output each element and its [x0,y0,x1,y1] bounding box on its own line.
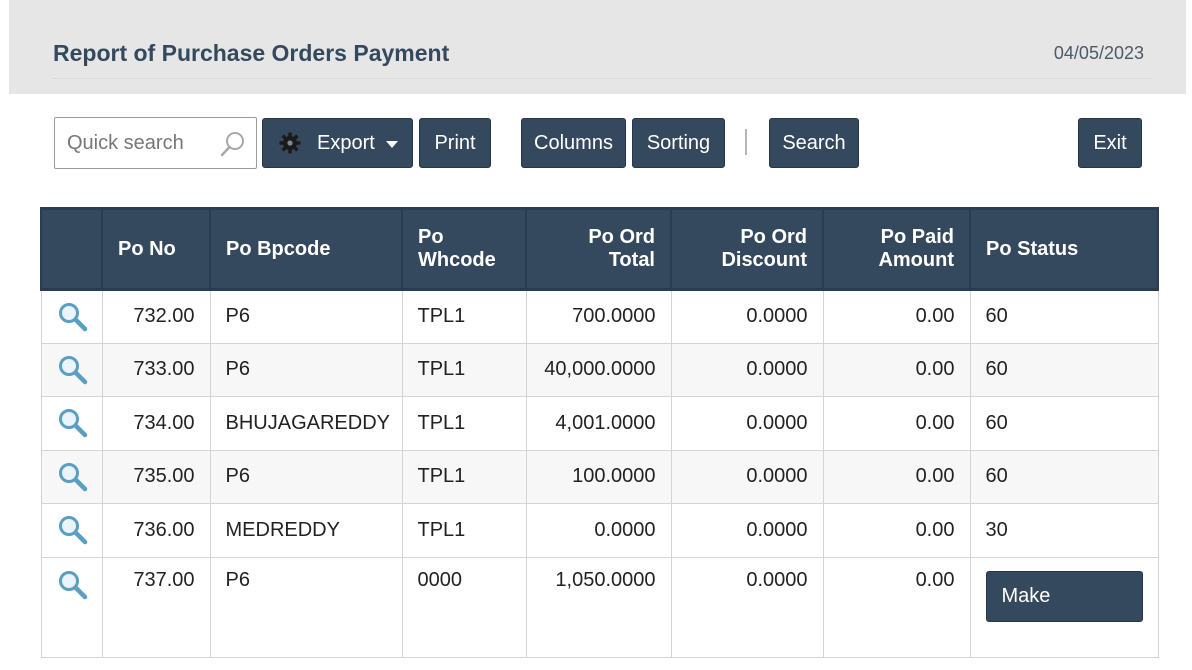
po-paid-amount-cell: 0.00 [822,556,971,658]
header-divider [53,78,1152,79]
column-header-po-paid-amount[interactable]: Po Paid Amount [822,207,971,291]
toolbar-separator [745,129,747,155]
table-row: 737.00 P6 0000 1,050.0000 0.0000 0.00 Ma… [40,556,1159,658]
row-view-cell [40,556,103,658]
po-ord-discount-cell: 0.0000 [670,342,824,397]
po-ord-discount-cell: 0.0000 [670,289,824,344]
po-ord-total-cell: 100.0000 [525,449,672,504]
export-button[interactable]: Export [262,118,413,168]
po-whcode-cell: TPL1 [401,503,527,558]
table-row: 736.00 MEDREDDY TPL1 0.0000 0.0000 0.00 … [40,503,1159,558]
po-bpcode-cell: P6 [209,289,403,344]
toolbar: Export Print Columns Sorting Search Exit [0,117,1192,169]
po-bpcode-cell: P6 [209,449,403,504]
column-header-po-ord-discount[interactable]: Po Ord Discount [670,207,824,291]
po-paid-amount-cell: 0.00 [822,449,971,504]
po-no-cell: 732.00 [101,289,211,344]
gear-icon [279,132,301,154]
search-button[interactable]: Search [769,118,859,168]
row-view-cell [40,503,103,558]
po-ord-discount-cell: 0.0000 [670,396,824,451]
po-status-cell: Make Payment [969,556,1159,658]
po-status-cell: 60 [969,449,1159,504]
po-no-cell: 735.00 [101,449,211,504]
export-label: Export [317,131,375,154]
po-ord-discount-cell: 0.0000 [670,556,824,658]
po-whcode-cell: 0000 [401,556,527,658]
po-whcode-header-text: Po Whcode [418,226,496,271]
table-row: 732.00 P6 TPL1 700.0000 0.0000 0.00 60 [40,289,1159,344]
columns-button[interactable]: Columns [521,118,626,168]
column-header-po-status[interactable]: Po Status [969,207,1159,291]
po-status-cell: 30 [969,503,1159,558]
row-view-cell [40,449,103,504]
po-status-cell: 60 [969,289,1159,344]
po-ord-discount-cell: 0.0000 [670,449,824,504]
page-title: Report of Purchase Orders Payment [53,40,450,66]
print-button[interactable]: Print [419,118,491,168]
magnifier-icon[interactable] [220,130,246,158]
table-header-row: Po No Po Bpcode Po Whcode Po Ord Total P… [40,207,1159,291]
po-ord-total-cell: 40,000.0000 [525,342,672,397]
po-bpcode-cell: BHUJAGAREDDY [209,396,403,451]
page-header: Report of Purchase Orders Payment 04/05/… [9,0,1186,94]
po-status-cell: 60 [969,396,1159,451]
po-ord-total-header-text: Po Ord Total [588,226,655,271]
table-row: 733.00 P6 TPL1 40,000.0000 0.0000 0.00 6… [40,342,1159,397]
po-ord-total-cell: 1,050.0000 [525,556,672,658]
zoom-icon[interactable] [57,569,89,601]
table-body: 732.00 P6 TPL1 700.0000 0.0000 0.00 60 7… [40,289,1159,658]
po-no-cell: 733.00 [101,342,211,397]
row-view-cell [40,289,103,344]
purchase-orders-table: Po No Po Bpcode Po Whcode Po Ord Total P… [40,207,1159,658]
zoom-icon[interactable] [57,461,89,493]
sorting-button[interactable]: Sorting [632,118,725,168]
zoom-icon[interactable] [57,514,89,546]
po-status-cell: 60 [969,342,1159,397]
po-whcode-cell: TPL1 [401,449,527,504]
po-ord-total-cell: 700.0000 [525,289,672,344]
exit-button[interactable]: Exit [1078,118,1142,168]
zoom-icon[interactable] [57,301,89,333]
zoom-icon[interactable] [57,407,89,439]
po-whcode-cell: TPL1 [401,289,527,344]
caret-down-icon [385,140,398,148]
po-ord-total-cell: 0.0000 [525,503,672,558]
row-view-cell [40,396,103,451]
column-header-po-no[interactable]: Po No [101,207,211,291]
po-paid-amount-cell: 0.00 [822,396,971,451]
po-bpcode-cell: MEDREDDY [209,503,403,558]
po-ord-discount-header-text: Po Ord Discount [721,226,807,271]
report-date: 04/05/2023 [1053,43,1144,63]
po-paid-amount-cell: 0.00 [822,503,971,558]
po-bpcode-cell: P6 [209,342,403,397]
column-header-po-bpcode[interactable]: Po Bpcode [209,207,403,291]
quick-search-input[interactable] [67,128,217,158]
table-row: 734.00 BHUJAGAREDDY TPL1 4,001.0000 0.00… [40,396,1159,451]
po-paid-amount-cell: 0.00 [822,289,971,344]
quick-search-box[interactable] [54,117,257,169]
po-whcode-cell: TPL1 [401,396,527,451]
po-no-cell: 736.00 [101,503,211,558]
po-ord-total-cell: 4,001.0000 [525,396,672,451]
po-bpcode-cell: P6 [209,556,403,658]
row-view-cell [40,342,103,397]
po-paid-amount-header-text: Po Paid Amount [878,226,954,271]
po-whcode-cell: TPL1 [401,342,527,397]
make-payment-button[interactable]: Make Payment [985,570,1143,656]
column-header-po-whcode[interactable]: Po Whcode [401,207,527,291]
table-row: 735.00 P6 TPL1 100.0000 0.0000 0.00 60 [40,449,1159,504]
po-paid-amount-cell: 0.00 [822,342,971,397]
column-header-actions [40,207,103,291]
po-no-cell: 734.00 [101,396,211,451]
column-header-po-ord-total[interactable]: Po Ord Total [525,207,672,291]
zoom-icon[interactable] [57,354,89,386]
po-ord-discount-cell: 0.0000 [670,503,824,558]
po-no-cell: 737.00 [101,556,211,658]
